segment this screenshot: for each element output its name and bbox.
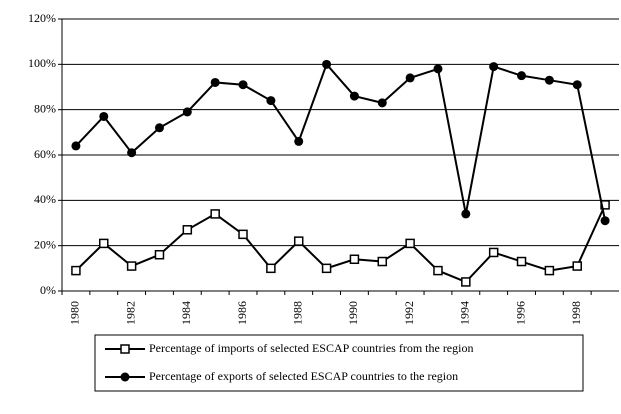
x-tick-label: 1986 xyxy=(235,301,249,325)
marker xyxy=(321,263,332,274)
y-tick-label: 0% xyxy=(40,283,56,297)
x-tick-label: 1996 xyxy=(513,301,527,325)
legend-marker xyxy=(120,344,130,354)
marker xyxy=(405,73,415,83)
marker xyxy=(572,80,582,90)
y-tick-label: 60% xyxy=(34,147,56,161)
marker xyxy=(377,256,388,267)
legend-label: Percentage of imports of selected ESCAP … xyxy=(149,341,473,355)
marker xyxy=(182,107,192,117)
marker xyxy=(488,247,499,258)
marker xyxy=(461,277,471,287)
marker xyxy=(126,261,137,271)
marker xyxy=(99,111,109,121)
series-line xyxy=(75,204,606,284)
marker xyxy=(127,148,137,158)
marker xyxy=(572,261,582,271)
y-tick-label: 80% xyxy=(34,101,56,115)
marker xyxy=(322,59,332,69)
x-tick-label: 1988 xyxy=(290,301,304,325)
marker xyxy=(433,64,443,74)
y-tick-label: 120% xyxy=(28,11,56,25)
marker xyxy=(154,123,164,133)
y-tick-label: 100% xyxy=(28,56,56,70)
marker xyxy=(544,75,554,85)
legend-label: Percentage of exports of selected ESCAP … xyxy=(149,369,458,383)
x-tick-label: 1984 xyxy=(179,301,193,325)
marker xyxy=(71,265,81,276)
marker xyxy=(349,91,359,101)
marker xyxy=(377,98,387,108)
legend-box xyxy=(94,334,584,392)
y-tick-label: 20% xyxy=(34,237,56,251)
marker xyxy=(544,265,555,276)
legend-marker xyxy=(120,372,130,382)
marker xyxy=(71,141,81,151)
marker xyxy=(154,249,165,260)
marker xyxy=(182,225,193,235)
x-tick-label: 1982 xyxy=(123,301,137,325)
series-line xyxy=(75,62,607,221)
marker xyxy=(266,263,276,274)
marker xyxy=(210,209,220,219)
marker xyxy=(600,216,610,226)
x-tick-label: 1992 xyxy=(402,301,416,325)
marker xyxy=(238,80,248,90)
y-tick-label: 40% xyxy=(34,192,56,206)
marker xyxy=(293,236,304,246)
x-tick-label: 1998 xyxy=(569,301,583,325)
marker xyxy=(461,209,471,219)
marker xyxy=(489,62,499,72)
marker xyxy=(517,71,527,81)
marker xyxy=(349,254,360,265)
x-tick-label: 1980 xyxy=(68,301,82,325)
marker xyxy=(99,238,109,249)
marker xyxy=(516,256,527,267)
marker xyxy=(210,77,220,87)
marker xyxy=(405,238,415,249)
x-tick-label: 1990 xyxy=(346,301,360,325)
marker xyxy=(238,229,248,240)
marker xyxy=(433,265,443,276)
marker xyxy=(294,136,304,146)
x-tick-label: 1994 xyxy=(458,301,472,325)
marker xyxy=(266,96,276,106)
